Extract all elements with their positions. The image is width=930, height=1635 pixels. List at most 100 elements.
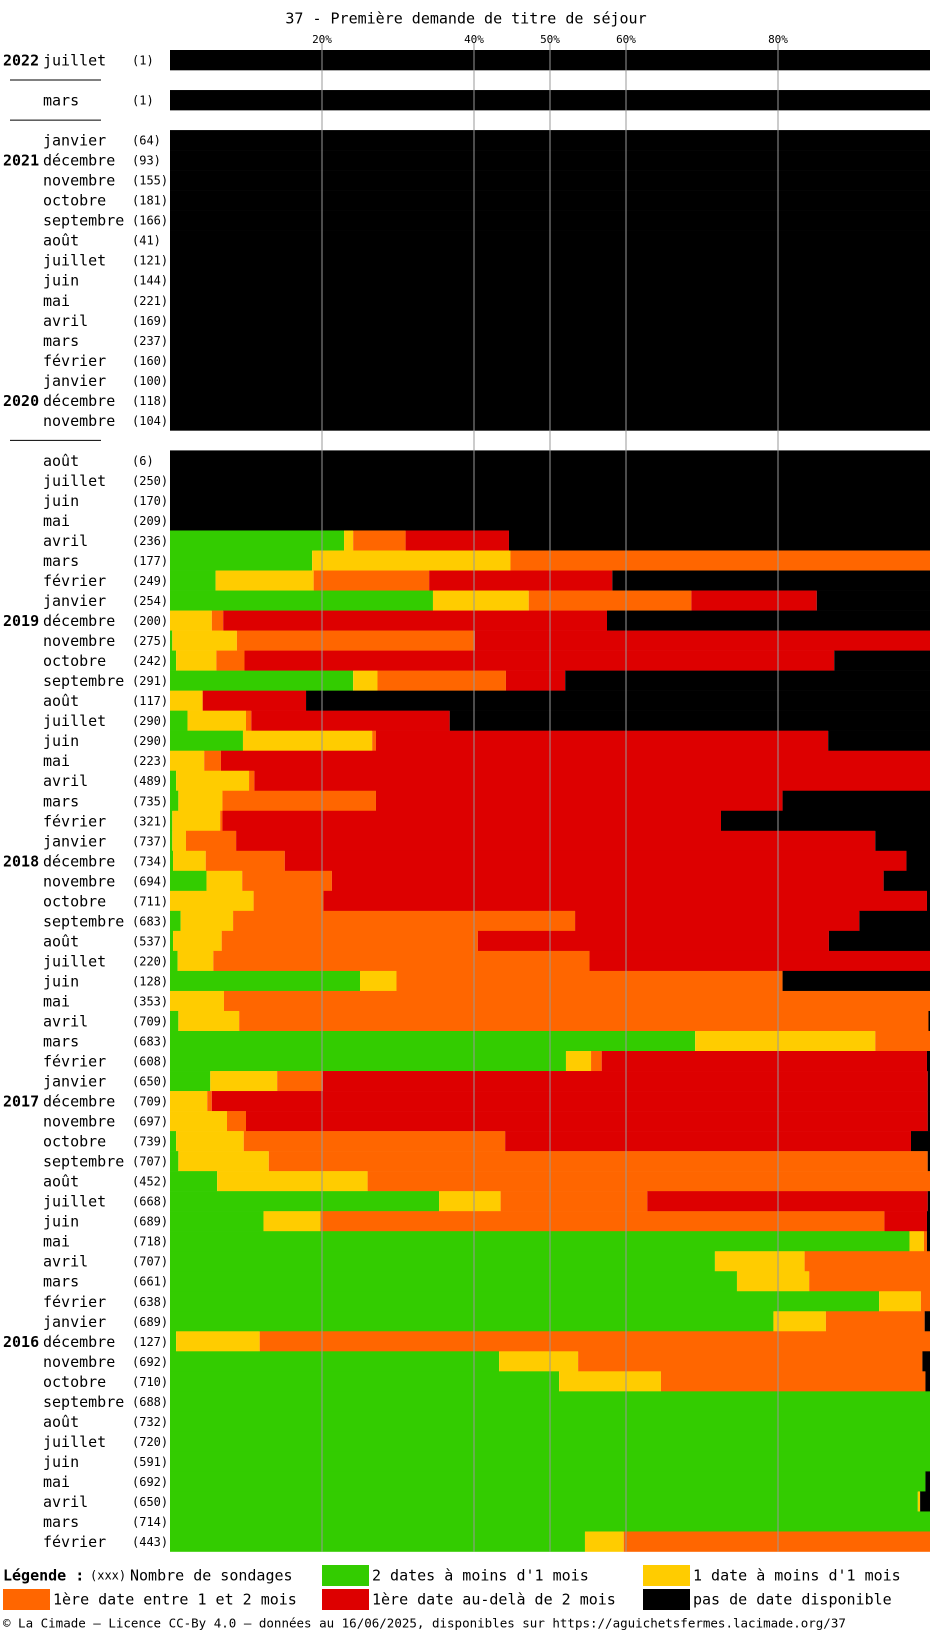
legend-label: 1ère date au-delà de 2 mois bbox=[372, 1591, 616, 1609]
month-label: décembre bbox=[43, 392, 115, 410]
month-label: février bbox=[43, 812, 106, 830]
x-tick-label: 20% bbox=[312, 33, 332, 46]
bar-segment bbox=[313, 570, 430, 591]
bar-segment bbox=[236, 630, 475, 651]
bar-segment bbox=[612, 570, 930, 591]
bar-segment bbox=[477, 930, 829, 952]
bar-segment bbox=[170, 1151, 179, 1172]
bar-segment bbox=[828, 730, 930, 751]
bar-segment bbox=[584, 1531, 624, 1552]
count-label: (155) bbox=[132, 174, 168, 188]
month-label: septembre bbox=[43, 1153, 124, 1171]
bar-segment bbox=[246, 1111, 928, 1132]
bar-segment bbox=[736, 1271, 810, 1292]
count-label: (170) bbox=[132, 494, 168, 508]
bar-segment bbox=[906, 850, 930, 872]
bar-segment bbox=[170, 1311, 774, 1332]
legend-label: 2 dates à moins d'1 mois bbox=[372, 1567, 589, 1585]
bar-segment bbox=[170, 1331, 177, 1352]
bar-segment bbox=[920, 1491, 930, 1512]
count-label: (608) bbox=[132, 1055, 168, 1069]
bar-segment bbox=[883, 870, 930, 892]
bar-segment bbox=[559, 1371, 661, 1392]
bar-segment bbox=[204, 750, 221, 772]
month-label: août bbox=[43, 932, 79, 950]
count-label: (200) bbox=[132, 614, 168, 628]
bar-segment bbox=[377, 670, 506, 691]
bar-segment bbox=[170, 1531, 585, 1552]
bar-segment bbox=[202, 690, 307, 711]
bar-segment bbox=[344, 530, 354, 551]
bar-segment bbox=[170, 1231, 910, 1252]
bar-segment bbox=[875, 1030, 930, 1052]
year-label: 2021 bbox=[3, 152, 39, 170]
bar-segment bbox=[782, 790, 930, 812]
bar-segment bbox=[909, 1231, 924, 1252]
bar-segment bbox=[170, 1131, 177, 1152]
bar-segment bbox=[251, 710, 450, 731]
bar-segment bbox=[172, 830, 186, 852]
month-label: août bbox=[43, 1413, 79, 1431]
count-label: (739) bbox=[132, 1135, 168, 1149]
bar-segment bbox=[367, 1171, 930, 1192]
bar-segment bbox=[170, 1291, 880, 1312]
bar-segment bbox=[170, 970, 360, 992]
bar-segment bbox=[173, 930, 222, 952]
bar-segment bbox=[170, 730, 243, 751]
month-label: décembre bbox=[43, 612, 115, 630]
count-label: (223) bbox=[132, 754, 168, 768]
bar-segment bbox=[331, 870, 884, 892]
count-label: (650) bbox=[132, 1495, 168, 1509]
count-label: (290) bbox=[132, 734, 168, 748]
bar-segment bbox=[170, 570, 216, 591]
count-label: (104) bbox=[132, 414, 168, 428]
bar-segment bbox=[268, 1151, 928, 1172]
bar-segment bbox=[396, 970, 783, 992]
count-label: (710) bbox=[132, 1375, 168, 1389]
legend-count-label: Nombre de sondages bbox=[130, 1567, 293, 1585]
bar-segment bbox=[360, 970, 397, 992]
month-label: mai bbox=[43, 292, 70, 310]
legend-label: 1ère date entre 1 et 2 mois bbox=[53, 1591, 297, 1609]
bar-segment bbox=[221, 930, 478, 952]
count-label: (683) bbox=[132, 1034, 168, 1048]
chart-title: 37 - Première demande de titre de séjour bbox=[285, 10, 646, 28]
bar-segment bbox=[244, 650, 835, 671]
legend-label: 1 date à moins d'1 mois bbox=[693, 1567, 901, 1585]
year-label: 2022 bbox=[3, 52, 39, 70]
bar-segment bbox=[170, 1351, 500, 1372]
count-label: (275) bbox=[132, 634, 168, 648]
bar-segment bbox=[222, 810, 721, 832]
bar-segment bbox=[312, 550, 511, 571]
month-label: janvier bbox=[43, 1313, 106, 1331]
month-label: septembre bbox=[43, 1393, 124, 1411]
month-label: décembre bbox=[43, 1333, 115, 1351]
month-label: novembre bbox=[43, 872, 115, 890]
count-label: (683) bbox=[132, 914, 168, 928]
count-label: (688) bbox=[132, 1395, 168, 1409]
bar-segment bbox=[170, 890, 254, 912]
count-label: (694) bbox=[132, 874, 168, 888]
bar-segment bbox=[216, 650, 245, 671]
bar-segment bbox=[922, 1351, 930, 1372]
count-label: (720) bbox=[132, 1435, 168, 1449]
bar-segment bbox=[170, 1471, 926, 1492]
month-label: juillet bbox=[43, 952, 106, 970]
bar-segment bbox=[217, 1171, 368, 1192]
count-label: (591) bbox=[132, 1455, 168, 1469]
bar-segment bbox=[353, 670, 378, 691]
month-label: décembre bbox=[43, 152, 115, 170]
x-tick-label: 50% bbox=[540, 33, 560, 46]
month-label: avril bbox=[43, 312, 88, 330]
bar-segment bbox=[825, 1311, 925, 1332]
bar-segment bbox=[177, 950, 214, 972]
bar-segment bbox=[170, 1030, 696, 1052]
bar-segment bbox=[170, 710, 188, 731]
count-label: (714) bbox=[132, 1515, 168, 1529]
count-label: (177) bbox=[132, 554, 168, 568]
count-label: (353) bbox=[132, 994, 168, 1008]
bar-segment bbox=[474, 630, 930, 651]
month-label: octobre bbox=[43, 892, 106, 910]
bar-segment bbox=[176, 650, 217, 671]
